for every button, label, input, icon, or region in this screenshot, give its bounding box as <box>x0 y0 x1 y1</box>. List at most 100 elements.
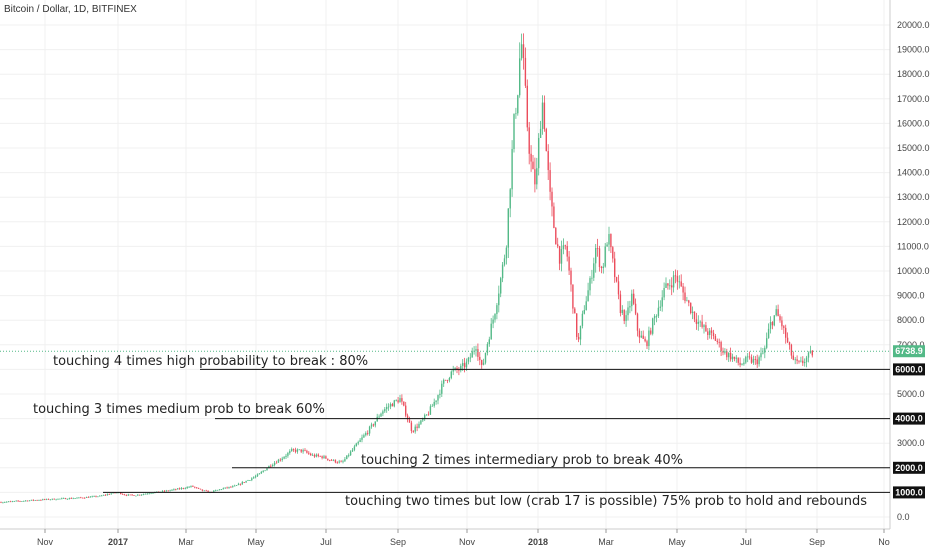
candle <box>399 394 401 403</box>
y-tick-label: 20000.0 <box>897 20 930 30</box>
candle <box>368 425 371 436</box>
candle <box>349 450 352 456</box>
candle <box>139 494 141 496</box>
candle <box>444 379 447 381</box>
candle <box>602 262 604 274</box>
candle <box>703 324 705 334</box>
candle <box>684 286 686 304</box>
candle <box>433 398 435 408</box>
candle <box>384 407 386 413</box>
candle <box>382 409 384 417</box>
candle <box>87 496 90 498</box>
x-axis-ticks: Nov 2017 Mar May Jul Sep Nov 2018 Mar May Jul Sep No <box>37 529 890 547</box>
candle <box>431 403 433 407</box>
candle <box>40 499 42 501</box>
candle <box>380 412 382 417</box>
candle <box>74 498 76 500</box>
candle <box>25 500 27 502</box>
candle <box>655 314 658 323</box>
candle <box>794 357 796 365</box>
candle <box>785 324 787 344</box>
candle <box>596 238 599 257</box>
candle <box>557 237 559 249</box>
candle <box>192 485 194 487</box>
candle <box>251 477 253 482</box>
candle <box>657 300 660 319</box>
candle <box>577 333 580 343</box>
candle <box>414 424 416 434</box>
candle <box>752 355 755 365</box>
candle <box>501 262 504 283</box>
candle <box>296 448 299 454</box>
candle <box>270 464 272 468</box>
candle <box>754 355 756 365</box>
candle <box>110 492 112 495</box>
y-tick-label: 19000.0 <box>897 45 930 55</box>
y-tick-label: 11000.0 <box>897 241 929 251</box>
candle <box>338 459 340 464</box>
candle <box>186 486 188 489</box>
candle <box>627 301 629 321</box>
level-badge-label: 4000.0 <box>895 414 923 424</box>
candle <box>53 498 55 500</box>
candle <box>807 351 810 363</box>
candle <box>144 493 147 495</box>
candle <box>492 315 494 329</box>
candle <box>57 498 59 500</box>
candle <box>218 489 221 491</box>
candle <box>585 296 587 311</box>
candle <box>515 107 517 119</box>
candle <box>777 304 779 317</box>
candle <box>547 144 549 181</box>
candle <box>712 329 715 340</box>
candle <box>99 495 101 497</box>
candle <box>32 499 34 502</box>
candle <box>500 276 502 298</box>
y-tick-label: 9000.0 <box>897 291 925 301</box>
candle <box>237 482 240 486</box>
candle <box>6 501 8 503</box>
candle <box>663 282 665 301</box>
candle <box>642 330 644 339</box>
candle <box>405 401 407 418</box>
candle <box>23 500 25 502</box>
candle <box>674 269 677 284</box>
candle <box>680 274 682 288</box>
candle <box>180 487 183 490</box>
candle <box>245 480 247 483</box>
candle <box>513 113 515 153</box>
candle <box>720 340 722 357</box>
candle <box>342 459 344 464</box>
candle <box>646 339 648 349</box>
candle <box>19 500 21 502</box>
candle <box>304 448 306 452</box>
candle <box>737 357 739 366</box>
y-tick-label: 7000.0 <box>897 340 925 350</box>
candle <box>401 394 403 405</box>
candle <box>498 285 500 313</box>
candle <box>340 460 342 463</box>
candle <box>633 289 635 306</box>
candle <box>745 355 747 365</box>
candle <box>61 497 63 500</box>
candle <box>714 333 717 341</box>
candle <box>406 413 409 423</box>
candle <box>640 330 642 339</box>
candle <box>652 317 654 336</box>
candle <box>650 327 652 336</box>
candle <box>325 455 327 459</box>
candle <box>348 453 350 458</box>
candle <box>617 274 620 300</box>
candle <box>600 265 603 274</box>
candle <box>329 459 331 462</box>
candle <box>760 347 762 361</box>
candle <box>724 348 726 355</box>
level-badge <box>893 363 925 376</box>
candle <box>28 500 31 502</box>
candle <box>64 497 67 500</box>
candle <box>190 485 192 488</box>
candle <box>783 325 785 334</box>
candle <box>612 245 614 263</box>
candle <box>494 313 496 323</box>
